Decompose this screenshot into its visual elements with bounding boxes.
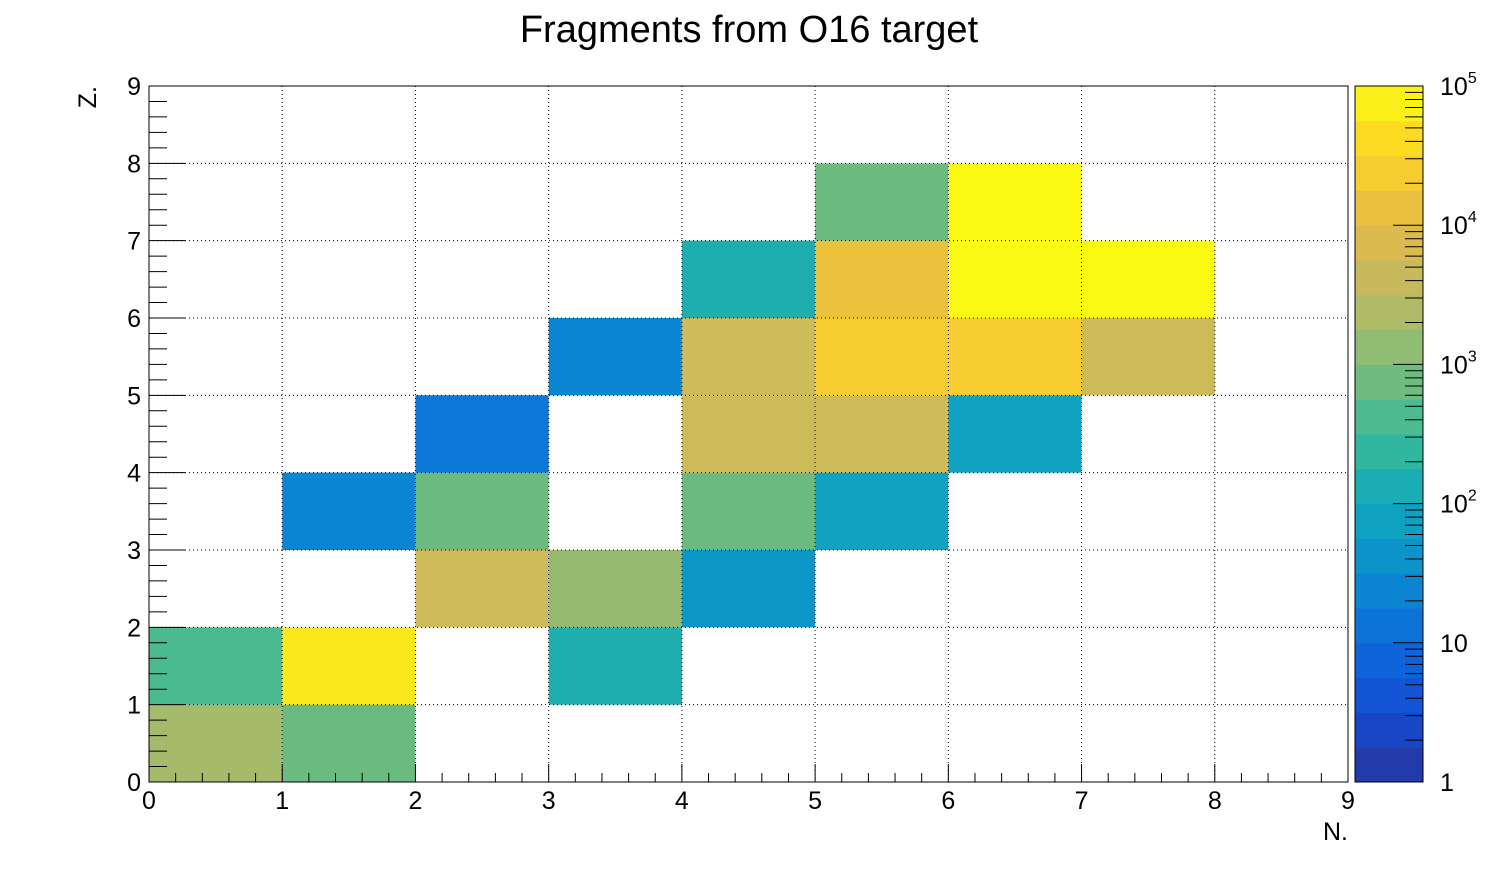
colorbar-band <box>1355 86 1423 122</box>
heatmap-cell <box>681 395 816 473</box>
colorbar-band <box>1355 503 1423 539</box>
colorbar-band <box>1355 747 1423 783</box>
heatmap-cell <box>815 472 949 550</box>
x-tick-label: 0 <box>142 787 156 815</box>
chart-title: Fragments from O16 target <box>520 9 979 51</box>
heatmap-cell <box>415 472 549 550</box>
x-tick-label: 6 <box>941 787 955 815</box>
colorbar-band <box>1355 573 1423 609</box>
colorbar-band <box>1355 294 1423 331</box>
colorbar: 1 10 102 103 104 105 <box>1354 70 1477 797</box>
x-tick-label: 9 <box>1341 787 1355 815</box>
x-tick-label: 3 <box>542 787 556 815</box>
y-tick-label: 1 <box>127 692 141 720</box>
y-axis-label: Z. <box>74 86 102 108</box>
heatmap-cell <box>548 550 682 628</box>
heatmap-cell <box>282 472 416 550</box>
colorbar-band <box>1355 225 1423 261</box>
heatmap-cell <box>681 550 816 628</box>
x-tick-label: 2 <box>408 787 422 815</box>
heatmap-cell <box>149 704 283 782</box>
y-tick-label: 5 <box>127 382 141 410</box>
heatmap-cell <box>948 395 1082 473</box>
heatmap-cell <box>282 627 416 705</box>
colorbar-band <box>1355 260 1423 296</box>
colorbar-band <box>1355 364 1423 400</box>
colorbar-tick-label: 10 <box>1440 630 1468 658</box>
x-axis: 0 1 2 3 4 5 6 7 8 9 <box>142 764 1355 815</box>
heatmap-cell <box>815 318 949 396</box>
y-tick-label: 2 <box>127 614 141 642</box>
x-tick-label: 1 <box>275 787 289 815</box>
colorbar-band <box>1355 120 1423 157</box>
heatmap-cell <box>548 627 682 705</box>
plot-frame <box>148 85 1349 783</box>
colorbar-band <box>1355 434 1423 470</box>
colorbar-tick-label: 1 <box>1440 769 1454 797</box>
colorbar-band <box>1355 538 1423 574</box>
y-tick-label: 8 <box>127 150 141 178</box>
heatmap-cell <box>948 163 1082 241</box>
colorbar-band <box>1355 468 1423 505</box>
heatmap-cell <box>681 472 816 550</box>
y-tick-label: 9 <box>127 73 141 101</box>
x-tick-label: 5 <box>808 787 822 815</box>
y-tick-label: 3 <box>127 537 141 565</box>
y-tick-label: 7 <box>127 228 141 256</box>
colorbar-frame <box>1354 85 1424 783</box>
heatmap-cell <box>815 240 949 318</box>
colorbar-band <box>1355 155 1423 191</box>
heatmap-cell <box>415 550 549 628</box>
colorbar-band <box>1355 642 1423 679</box>
heatmap-cell <box>149 627 283 705</box>
colorbar-band <box>1355 190 1423 226</box>
heatmap-cells <box>149 163 1215 782</box>
heatmap-cell <box>548 318 682 396</box>
colorbar-band <box>1355 712 1423 748</box>
y-tick-label: 6 <box>127 305 141 333</box>
colorbar-band <box>1355 608 1423 644</box>
colorbar-band <box>1355 677 1423 713</box>
heatmap-cell <box>815 395 949 473</box>
y-axis: 0 1 2 3 4 5 6 7 8 9 <box>127 73 185 797</box>
colorbar-tick-label: 102 <box>1440 488 1477 519</box>
heatmap-cell <box>948 318 1082 396</box>
colorbar-tick-label: 104 <box>1440 209 1477 240</box>
y-tick-label: 4 <box>127 460 141 488</box>
heatmap-cell <box>1081 240 1215 318</box>
x-tick-label: 4 <box>675 787 689 815</box>
colorbar-tick-label: 105 <box>1440 70 1477 101</box>
x-tick-label: 7 <box>1075 787 1089 815</box>
heatmap-cell <box>415 395 549 473</box>
y-tick-label: 0 <box>127 769 141 797</box>
heatmap-cell <box>681 240 816 318</box>
heatmap-cell <box>815 163 949 241</box>
colorbar-band <box>1355 399 1423 435</box>
colorbar-band <box>1355 329 1423 365</box>
heatmap-cell <box>282 704 416 782</box>
heatmap-cell <box>1081 318 1215 396</box>
x-axis-label: N. <box>1323 818 1348 846</box>
heatmap-cell <box>948 240 1082 318</box>
grid-lines <box>149 86 1348 782</box>
x-tick-label: 8 <box>1208 787 1222 815</box>
colorbar-tick-label: 103 <box>1440 348 1477 379</box>
heatmap-cell <box>681 318 816 396</box>
